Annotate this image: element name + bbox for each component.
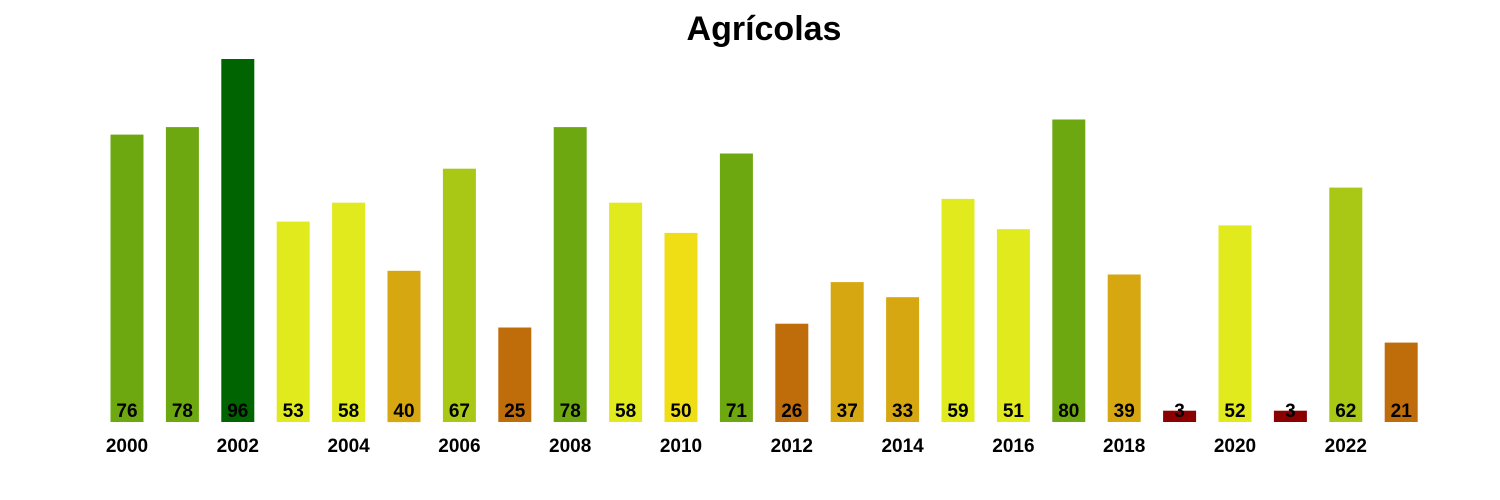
bar-2004 [332, 202, 366, 422]
value-label-2009: 58 [615, 401, 636, 422]
x-tick-label-2012: 2012 [771, 436, 813, 457]
x-tick-label-2004: 2004 [327, 436, 370, 457]
bar-2019 [1163, 410, 1197, 422]
value-label-2017: 80 [1058, 401, 1079, 422]
bar-2000 [110, 134, 144, 422]
value-label-2016: 51 [1003, 401, 1025, 422]
value-label-2008: 78 [560, 401, 581, 422]
value-label-2019: 3 [1174, 401, 1185, 422]
value-label-2021: 3 [1285, 401, 1296, 422]
x-tick-label-2022: 2022 [1325, 436, 1367, 457]
value-label-2022: 62 [1335, 401, 1356, 422]
bars-group [110, 59, 1418, 423]
bar-2015 [941, 198, 975, 422]
bar-2023 [1384, 342, 1418, 422]
bar-2018 [1107, 274, 1141, 422]
bar-2012 [775, 323, 809, 422]
x-tick-label-2000: 2000 [106, 436, 148, 457]
bar-2022 [1329, 187, 1363, 422]
x-tick-label-2014: 2014 [881, 436, 924, 457]
bar-2007 [498, 327, 532, 422]
value-label-2011: 71 [726, 401, 748, 422]
x-tick-label-2020: 2020 [1214, 436, 1256, 457]
bar-2010 [664, 232, 698, 422]
x-tick-label-2006: 2006 [438, 436, 480, 457]
bar-2003 [276, 221, 310, 422]
value-label-2000: 76 [116, 401, 137, 422]
value-label-2020: 52 [1224, 401, 1245, 422]
value-label-2013: 37 [837, 401, 858, 422]
bar-2014 [886, 297, 920, 422]
value-label-2023: 21 [1391, 401, 1413, 422]
x-tick-label-2010: 2010 [660, 436, 702, 457]
value-label-2006: 67 [449, 401, 470, 422]
x-tick-labels-group: 2000 2002 2004 2006 2008 2010 2012 2014 2016 2018… [106, 436, 1367, 457]
bar-2006 [442, 168, 476, 422]
value-label-2002: 96 [227, 401, 248, 422]
bar-2016 [996, 229, 1030, 422]
value-label-2001: 78 [172, 401, 193, 422]
value-label-2018: 39 [1114, 401, 1135, 422]
chart-title: Agrícolas [686, 10, 842, 48]
bar-2008 [553, 127, 587, 422]
value-label-2015: 59 [947, 401, 968, 422]
value-label-2003: 53 [283, 401, 304, 422]
bar-2001 [165, 127, 199, 422]
value-labels-group: 76 78 96 53 58 40 67 25 78 58 50 71 26 37 33 59 51 80 39 3 5… [116, 401, 1412, 422]
value-label-2010: 50 [670, 401, 691, 422]
value-label-2007: 25 [504, 401, 526, 422]
value-label-2005: 40 [393, 401, 414, 422]
x-tick-label-2008: 2008 [549, 436, 591, 457]
bar-2017 [1052, 119, 1086, 422]
bar-2013 [830, 282, 864, 422]
bar-2005 [387, 270, 421, 423]
x-tick-label-2018: 2018 [1103, 436, 1145, 457]
bar-2021 [1273, 410, 1307, 422]
bar-2011 [719, 153, 753, 422]
value-label-2014: 33 [892, 401, 913, 422]
bar-2002 [221, 59, 255, 422]
value-label-2012: 26 [781, 401, 802, 422]
value-label-2004: 58 [338, 401, 359, 422]
x-tick-label-2016: 2016 [992, 436, 1034, 457]
bar-2009 [609, 202, 643, 422]
x-tick-label-2002: 2002 [217, 436, 259, 457]
bar-2020 [1218, 225, 1252, 422]
